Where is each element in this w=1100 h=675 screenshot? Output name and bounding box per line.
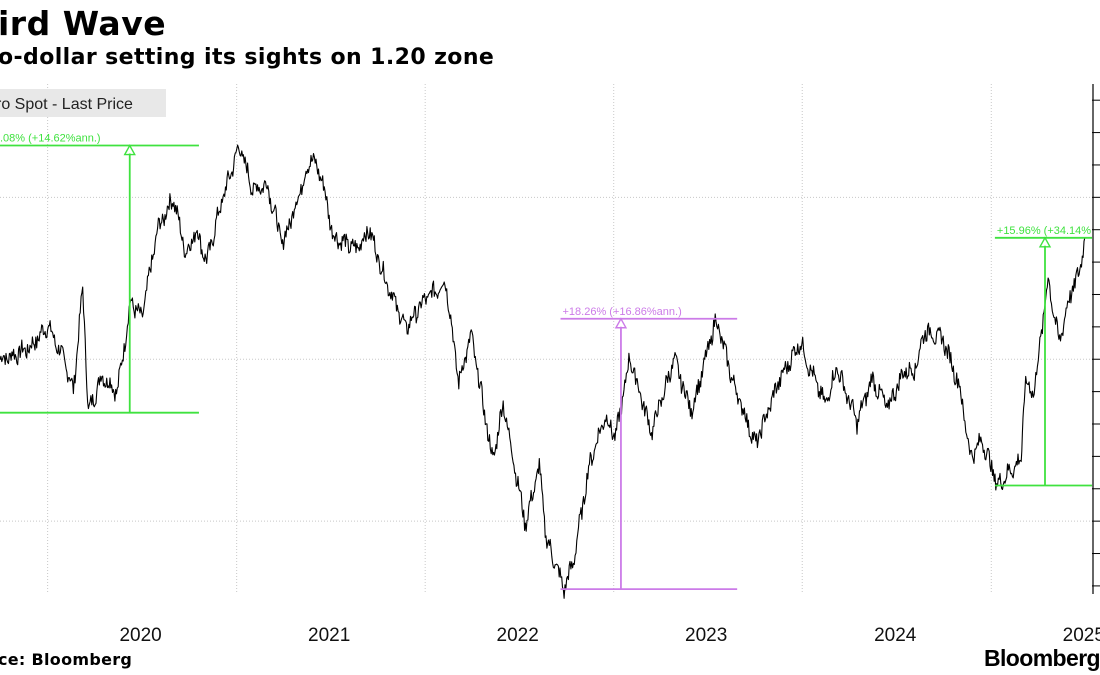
annotation-label: .08% (+14.62%ann.) [0,133,101,145]
legend: ro Spot - Last Price [0,89,166,117]
annotation-1: .08% (+14.62%ann.) [0,133,199,414]
x-tick-label: 2021 [308,625,350,646]
x-tick-label: 2020 [119,625,161,646]
eurusd-price-line [0,144,1086,599]
annotation-arrow-icon [614,317,628,329]
x-tick-label: 2024 [874,625,917,646]
grid-lines [0,84,1092,594]
chart-title: ird Wave [0,4,167,43]
annotation-arrow-icon [123,144,136,156]
move-annotations: .08% (+14.62%ann.) +18.26% (+16.86%ann.) +… [0,133,1092,591]
annotation-arrow-icon [1038,236,1052,248]
chart-subtitle: o-dollar setting its sights on 1.20 zone [0,45,495,70]
legend-label: ro Spot - Last Price [0,96,133,113]
annotation-label: +18.26% (+16.86%ann.) [563,306,682,318]
annotation-2: +18.26% (+16.86%ann.) [560,306,738,591]
annotation-label: +15.96% (+34.14% [997,225,1091,237]
annotation-3: +15.96% (+34.14% [994,225,1092,487]
bloomberg-logo: Bloomberg [984,645,1100,671]
x-tick-label: 2023 [685,625,727,646]
price-series [0,144,1086,599]
x-axis-tick-labels: 2020 2021 2022 2023 2024 2025 [119,625,1100,646]
x-tick-label: 2025 [1063,625,1100,646]
legend-box [0,89,166,117]
x-tick-label: 2022 [497,625,539,646]
right-axis [1092,84,1100,594]
source-note: ce: Bloomberg [0,650,133,669]
